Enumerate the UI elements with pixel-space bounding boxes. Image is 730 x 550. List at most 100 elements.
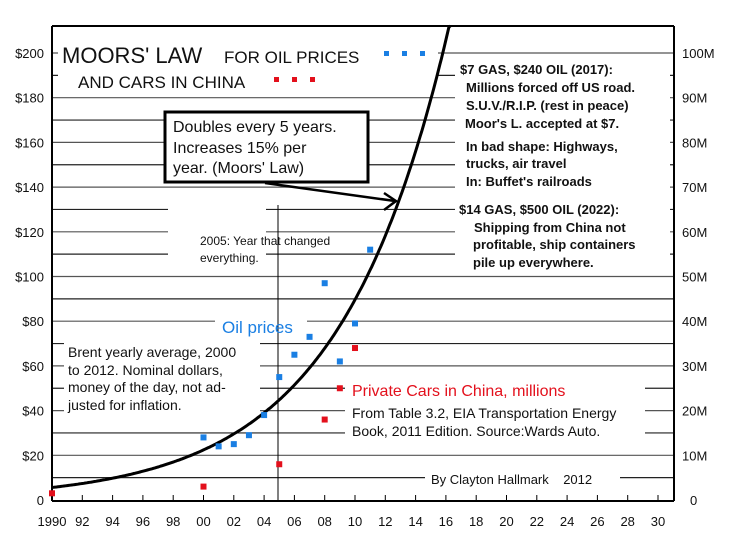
chart-title: MOORS' LAW <box>62 43 203 68</box>
y-left-tick-label: $120 <box>15 225 44 240</box>
y-right-tick-label: 40M <box>682 314 707 329</box>
oil-price-point <box>245 432 252 439</box>
y-right-tick-label: 50M <box>682 270 707 285</box>
forecast-2022-line: Shipping from China not <box>474 220 626 235</box>
china-cars-point <box>276 461 283 468</box>
y-left-tick-label: $160 <box>15 135 44 150</box>
x-tick-label: 00 <box>196 514 210 529</box>
x-tick-label: 14 <box>408 514 422 529</box>
y-left-tick-label: $100 <box>15 270 44 285</box>
oil-price-point <box>306 333 313 340</box>
china-cars-point <box>336 385 343 392</box>
oil-price-point <box>230 441 237 448</box>
oil-price-point <box>276 374 283 381</box>
forecast-2022-line: pile up everywhere. <box>473 255 594 270</box>
source-note: Book, 2011 Edition. Source:Wards Auto. <box>352 423 600 439</box>
chart-subtitle-oil: FOR OIL PRICES <box>224 48 359 67</box>
x-tick-label: 28 <box>620 514 634 529</box>
x-tick-label: 20 <box>499 514 513 529</box>
x-tick-label: 92 <box>75 514 89 529</box>
trend-box-line: year. (Moors' Law) <box>173 160 304 177</box>
oil-price-point <box>336 358 343 365</box>
legend-cars-marker <box>274 77 315 82</box>
oil-price-point <box>261 412 268 419</box>
y-left-tick-label: $80 <box>22 314 44 329</box>
y-right-tick-label: 90M <box>682 91 707 106</box>
forecast-2017-line: Millions forced off US road. <box>466 80 635 95</box>
year-2005-note: everything. <box>200 251 259 265</box>
legend-oil-marker <box>384 51 425 56</box>
source-note: From Table 3.2, EIA Transportation Energ… <box>352 405 616 421</box>
oil-price-point <box>215 443 222 450</box>
y-axis-left: 0 $20 $40 $60 $80 $100 $120 $140 $160 $180 $200 <box>15 46 44 508</box>
text-backgrounds <box>58 38 670 490</box>
y-right-tick-label: 0 <box>690 493 697 508</box>
x-tick-label: 98 <box>166 514 180 529</box>
y-right-tick-label: 100M <box>682 46 715 61</box>
y-right-tick-label: 70M <box>682 180 707 195</box>
china-cars-point <box>200 483 207 490</box>
x-tick-label: 16 <box>439 514 453 529</box>
oil-price-point <box>321 280 328 287</box>
cars-label: Private Cars in China, millions <box>352 383 565 400</box>
year-2005-note: 2005: Year that changed <box>200 234 330 248</box>
trend-box-line: Doubles every 5 years. <box>173 119 337 136</box>
forecast-2017-line: S.U.V./R.I.P. (rest in peace) <box>466 98 629 113</box>
oil-price-point <box>367 246 374 253</box>
y-left-tick-label: $200 <box>15 46 44 61</box>
x-tick-label: 08 <box>317 514 331 529</box>
x-tick-label: 26 <box>590 514 604 529</box>
y-axis-right: 0 10M 20M 30M 40M 50M 60M 70M 80M 90M 100M <box>682 46 715 508</box>
x-tick-label: 10 <box>348 514 362 529</box>
trend-arrow-icon <box>264 181 399 211</box>
forecast-2017-line: Moor's L. accepted at $7. <box>465 116 619 131</box>
y-right-tick-label: 10M <box>682 448 707 463</box>
author-credit: By Clayton Hallmark 2012 <box>431 472 592 487</box>
forecast-2017-line: In: Buffet's railroads <box>466 174 592 189</box>
y-left-tick-label: $60 <box>22 359 44 374</box>
oil-price-point <box>352 320 358 327</box>
forecast-2017-line: trucks, air travel <box>466 156 566 171</box>
y-right-tick-label: 60M <box>682 225 707 240</box>
oil-price-point <box>291 351 298 358</box>
x-tick-label: 94 <box>105 514 119 529</box>
x-tick-label: 02 <box>227 514 241 529</box>
data-points <box>49 246 374 497</box>
x-tick-label: 12 <box>378 514 392 529</box>
brent-note: Brent yearly average, 2000 <box>68 344 236 360</box>
y-left-tick-label: $20 <box>22 448 44 463</box>
brent-note: to 2012. Nominal dollars, <box>68 362 223 378</box>
y-left-tick-label: 0 <box>37 493 44 508</box>
forecast-2022-line: profitable, ship containers <box>473 237 636 252</box>
x-tick-label: 24 <box>560 514 574 529</box>
x-tick-label: 22 <box>530 514 544 529</box>
moors-law-trend-curve <box>51 24 452 489</box>
china-cars-point <box>352 345 358 352</box>
oil-price-point <box>200 434 207 441</box>
china-cars-point <box>321 416 328 423</box>
y-left-tick-label: $40 <box>22 404 44 419</box>
y-left-tick-label: $180 <box>15 91 44 106</box>
trend-annotation-box <box>163 110 370 184</box>
x-tick-label: 18 <box>469 514 483 529</box>
forecast-2022-heading: $14 GAS, $500 OIL (2022): <box>459 202 619 217</box>
chart-subtitle-cars: AND CARS IN CHINA <box>78 73 246 92</box>
x-tick-label: 96 <box>136 514 150 529</box>
y-right-tick-label: 80M <box>682 135 707 150</box>
brent-note: money of the day, not ad- <box>68 379 226 395</box>
x-tick-label: 06 <box>287 514 301 529</box>
x-axis-ticks: 1990 92 94 96 98 00 02 04 06 08 10 12 14 16 18 20 22 24 26… <box>38 495 665 529</box>
y-right-tick-label: 20M <box>682 404 707 419</box>
y-right-tick-label: 30M <box>682 359 707 374</box>
trend-box-line: Increases 15% per <box>173 140 307 157</box>
y-left-tick-label: $140 <box>15 180 44 195</box>
axes <box>51 25 675 502</box>
oil-prices-label: Oil prices <box>222 318 293 337</box>
x-tick-label: 04 <box>257 514 271 529</box>
china-cars-point <box>49 490 55 497</box>
forecast-2017-heading: $7 GAS, $240 OIL (2017): <box>460 62 613 77</box>
x-tick-label: 1990 <box>38 514 67 529</box>
brent-note: justed for inflation. <box>67 397 182 413</box>
forecast-2017-line: In bad shape: Highways, <box>466 139 618 154</box>
